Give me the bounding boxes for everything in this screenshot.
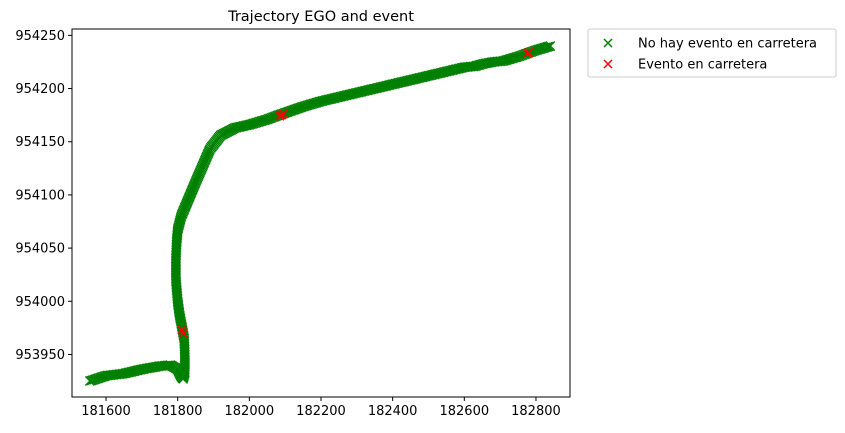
x-tick-label: 182400 [368, 404, 418, 419]
legend-label-no-event: No hay evento en carretera [638, 37, 817, 52]
plot-area [84, 41, 556, 387]
y-axis: 953950 954000 954050 954100 954150 954200 9542… [15, 29, 72, 363]
y-tick-label: 954250 [15, 29, 65, 44]
y-tick-label: 953950 [15, 348, 65, 363]
event-point [177, 325, 187, 335]
data-point [543, 41, 554, 52]
x-tick-label: 182600 [439, 404, 489, 419]
plot-frame [71, 28, 571, 398]
event-point [524, 47, 534, 57]
event-point [178, 328, 188, 338]
legend-entry-no-event: No hay evento en carretera [603, 37, 817, 52]
data-point [545, 41, 556, 52]
x-tick-label: 181600 [81, 404, 131, 419]
legend-label-event: Evento en carretera [638, 58, 767, 73]
x-tick-label: 182800 [511, 404, 561, 419]
x-axis: 181600 181800 182000 182200 182400 182600 1828… [81, 397, 561, 419]
series-no-event [84, 41, 556, 387]
legend-marker-event [603, 59, 613, 69]
x-tick-label: 182000 [225, 404, 275, 419]
y-tick-label: 954050 [15, 242, 65, 257]
chart-title: Trajectory EGO and event [227, 9, 414, 25]
legend-box [587, 28, 837, 78]
y-tick-label: 954100 [15, 188, 65, 203]
data-point [542, 41, 553, 52]
y-tick-label: 954150 [15, 135, 65, 150]
x-tick-label: 182200 [296, 404, 346, 419]
x-tick-label: 181800 [153, 404, 203, 419]
y-tick-label: 954200 [15, 82, 65, 97]
y-tick-label: 954000 [15, 295, 65, 310]
legend: No hay evento en carretera Evento en car… [587, 28, 837, 78]
legend-entry-event: Evento en carretera [603, 58, 767, 73]
event-point [275, 111, 285, 121]
legend-marker-no-event [603, 38, 613, 48]
series-event [177, 47, 534, 338]
